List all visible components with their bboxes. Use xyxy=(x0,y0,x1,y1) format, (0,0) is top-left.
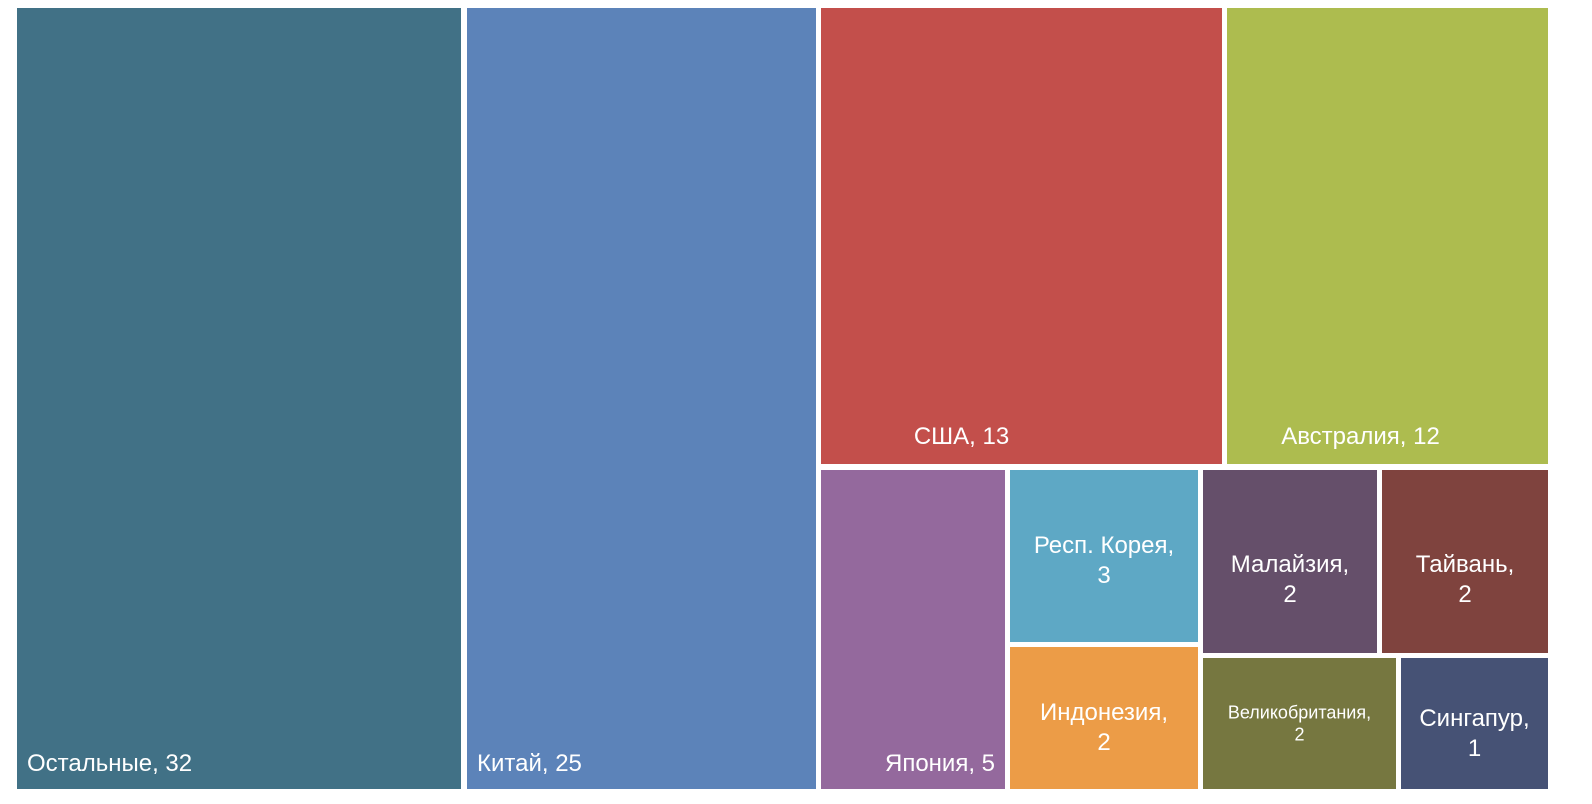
treemap-label: Великобритания, 2 xyxy=(1227,702,1372,745)
treemap-label: Китай, 25 xyxy=(477,750,582,777)
treemap-cell-10: Великобритания, 2 xyxy=(1203,658,1396,789)
treemap-cell-9: Индонезия, 2 xyxy=(1010,647,1198,789)
treemap-cell-3: США, 13 xyxy=(821,8,1222,464)
treemap-label: Малайзия, 2 xyxy=(1230,550,1350,608)
treemap-cell-7: Малайзия, 2 xyxy=(1203,470,1377,653)
treemap-label: Тайвань, 2 xyxy=(1415,550,1515,608)
treemap-label: Остальные, 32 xyxy=(27,750,193,777)
treemap-label: Респ. Корея, 3 xyxy=(1033,532,1175,589)
treemap-label: Сингапур, 1 xyxy=(1419,704,1530,762)
treemap-cell-4: Австралия, 12 xyxy=(1227,8,1548,464)
treemap-cell-6: Респ. Корея, 3 xyxy=(1010,470,1198,642)
treemap-cell-1: Остальные, 32 xyxy=(17,8,461,789)
treemap-cell-11: Сингапур, 1 xyxy=(1401,658,1548,789)
treemap-cell-2: Китай, 25 xyxy=(467,8,816,789)
treemap-label: Австралия, 12 xyxy=(1281,423,1440,450)
treemap-label: Индонезия, 2 xyxy=(1039,699,1169,756)
treemap-cell-5: Япония, 5 xyxy=(821,470,1005,789)
treemap-cell-8: Тайвань, 2 xyxy=(1382,470,1548,653)
treemap-label: США, 13 xyxy=(913,423,1010,450)
treemap-label: Япония, 5 xyxy=(884,750,995,777)
